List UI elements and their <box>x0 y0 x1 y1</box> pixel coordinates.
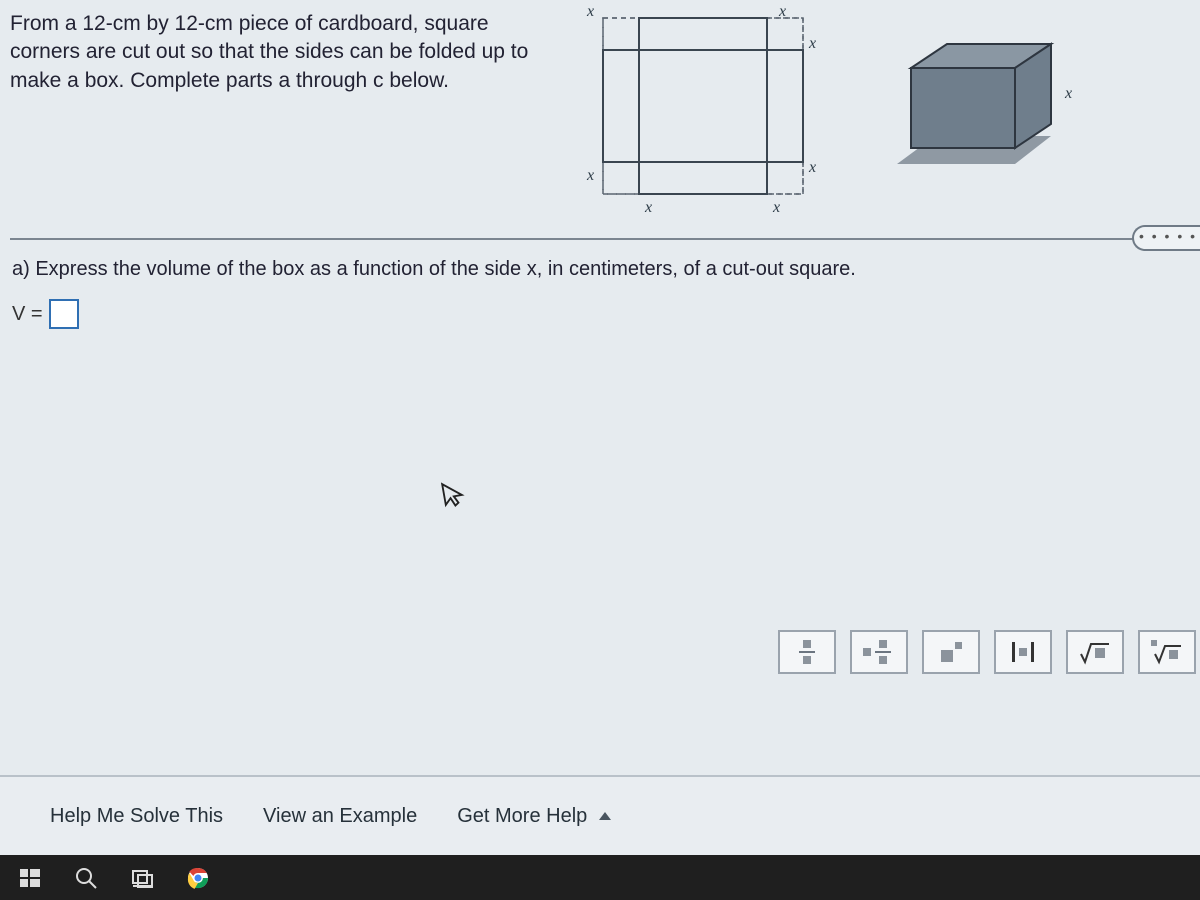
exponent-button[interactable] <box>922 630 980 674</box>
sqrt-button[interactable] <box>1066 630 1124 674</box>
question-panel: From a 12-cm by 12-cm piece of cardboard… <box>0 0 1200 855</box>
start-button[interactable] <box>6 858 54 898</box>
chrome-icon[interactable] <box>174 858 222 898</box>
box-3d: x <box>865 34 1085 204</box>
answer-input[interactable] <box>49 299 79 329</box>
help-bar: Help Me Solve This View an Example Get M… <box>0 775 1200 855</box>
x-label: x <box>1064 85 1072 102</box>
get-more-help-label: Get More Help <box>457 805 587 827</box>
x-label: x <box>586 167 594 184</box>
problem-header: From a 12-cm by 12-cm piece of cardboard… <box>0 0 1200 225</box>
mixed-fraction-button[interactable] <box>850 630 908 674</box>
answer-prefix: V = <box>12 303 43 326</box>
view-example-link[interactable]: View an Example <box>263 805 417 828</box>
figure-area: x x x x x x x x <box>565 10 1190 225</box>
task-view-icon[interactable] <box>118 858 166 898</box>
help-me-solve-link[interactable]: Help Me Solve This <box>50 805 223 828</box>
answer-row: V = <box>12 299 1180 329</box>
x-label: x <box>808 35 816 52</box>
windows-taskbar <box>0 855 1200 900</box>
x-label: x <box>808 159 816 176</box>
x-label: x <box>586 4 594 20</box>
overflow-button[interactable]: • • • • • <box>1132 225 1200 251</box>
fraction-button[interactable] <box>778 630 836 674</box>
section-divider <box>10 238 1200 240</box>
math-palette <box>778 630 1200 674</box>
x-label: x <box>778 4 786 20</box>
part-a: a) Express the volume of the box as a fu… <box>12 258 1180 329</box>
problem-text: From a 12-cm by 12-cm piece of cardboard… <box>10 10 565 225</box>
cursor-icon <box>437 478 471 517</box>
get-more-help-link[interactable]: Get More Help <box>457 805 611 828</box>
nth-root-button[interactable] <box>1138 630 1196 674</box>
absolute-value-button[interactable] <box>994 630 1052 674</box>
net-diagram: x x x x x x x <box>573 4 833 224</box>
x-label: x <box>772 199 780 216</box>
part-a-text: a) Express the volume of the box as a fu… <box>12 258 1180 281</box>
caret-up-icon <box>599 812 611 820</box>
search-icon[interactable] <box>62 858 110 898</box>
x-label: x <box>644 199 652 216</box>
